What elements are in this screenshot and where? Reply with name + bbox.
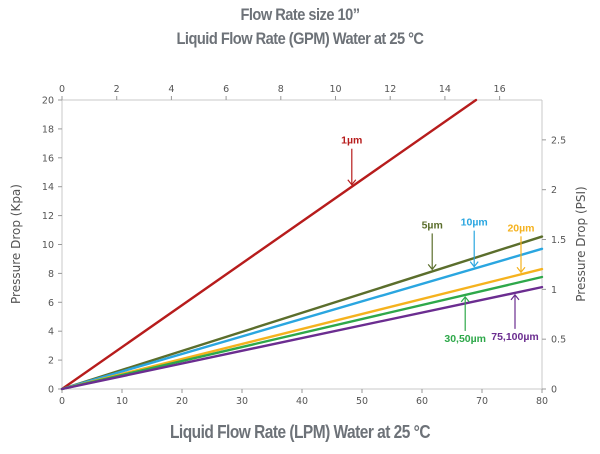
annotation-label: 1µm: [341, 135, 362, 147]
annotation-label: 5µm: [422, 219, 443, 231]
y2-tick-label: 2: [551, 185, 557, 196]
x-tick-label: 20: [176, 396, 188, 407]
annotation-arrow-head: [469, 261, 479, 268]
y-tick-label: 18: [42, 124, 54, 135]
y-tick-label: 2: [48, 356, 54, 367]
series-lines: [60, 98, 544, 391]
y-axis-label: Pressure Drop (Kpa): [9, 184, 23, 304]
y2-tick-label: 1.5: [551, 235, 566, 246]
y-tick-label: 0: [48, 385, 54, 396]
x2-tick-label: 6: [223, 84, 229, 95]
chart-subtitle-top-axis-label: Liquid Flow Rate (GPM) Water at 25 °C: [176, 29, 424, 48]
y2-axis-label: Pressure Drop (PSI): [574, 186, 588, 302]
y-tick-label: 20: [42, 96, 54, 107]
x-tick-label: 0: [59, 396, 65, 407]
annotation-label: 75,100µm: [491, 331, 539, 343]
y-tick-label: 8: [48, 269, 54, 280]
annotation-arrow-head: [460, 295, 470, 303]
x-tick-label: 30: [236, 396, 248, 407]
x2-tick-label: 14: [439, 84, 451, 95]
x2-tick-label: 0: [59, 84, 65, 95]
annotation-arrow-head: [347, 179, 357, 186]
x2-tick-label: 8: [278, 84, 284, 95]
x-tick-label: 10: [116, 396, 128, 407]
series-line-1: [60, 235, 544, 391]
x2-tick-label: 10: [329, 84, 341, 95]
series-line-2: [60, 247, 544, 391]
x-tick-label: 80: [536, 396, 548, 407]
series-line-3: [60, 267, 544, 391]
series-line-5: [60, 285, 544, 391]
annotation-arrow-head: [427, 264, 437, 271]
series-line-0: [60, 98, 478, 391]
annotation-label: 10µm: [461, 217, 488, 229]
x-axis-label: Liquid Flow Rate (LPM) Water at 25 °C: [169, 422, 431, 442]
y-tick-label: 14: [42, 182, 54, 193]
y2-tick-label: 0: [551, 385, 557, 396]
y-tick-label: 12: [42, 211, 54, 222]
x2-tick-label: 16: [494, 84, 506, 95]
chart-title: Flow Rate size 10”: [240, 5, 360, 24]
annotations: 1µm 5µm 10µm 20µm 30,50µm 75,100µm: [341, 135, 539, 345]
x-tick-label: 60: [416, 396, 428, 407]
annotation-label: 20µm: [507, 222, 534, 234]
series-line-4: [60, 275, 544, 391]
y-tick-label: 16: [42, 153, 54, 164]
x2-tick-label: 12: [384, 84, 396, 95]
annotation-label: 30,50µm: [444, 333, 486, 345]
x2-tick-label: 4: [168, 84, 174, 95]
y2-tick-label: 0.5: [551, 335, 566, 346]
annotation-arrow-head: [516, 266, 526, 274]
y-tick-label: 10: [42, 240, 54, 251]
x2-tick-label: 2: [114, 84, 120, 95]
y-tick-label: 6: [48, 298, 54, 309]
annotation-arrow-head: [510, 293, 520, 301]
y-tick-label: 4: [48, 327, 54, 338]
x-tick-label: 50: [356, 396, 368, 407]
y2-tick-label: 1: [551, 285, 557, 296]
y2-tick-label: 2.5: [551, 135, 566, 146]
x-tick-label: 70: [476, 396, 488, 407]
x-tick-label: 40: [296, 396, 308, 407]
